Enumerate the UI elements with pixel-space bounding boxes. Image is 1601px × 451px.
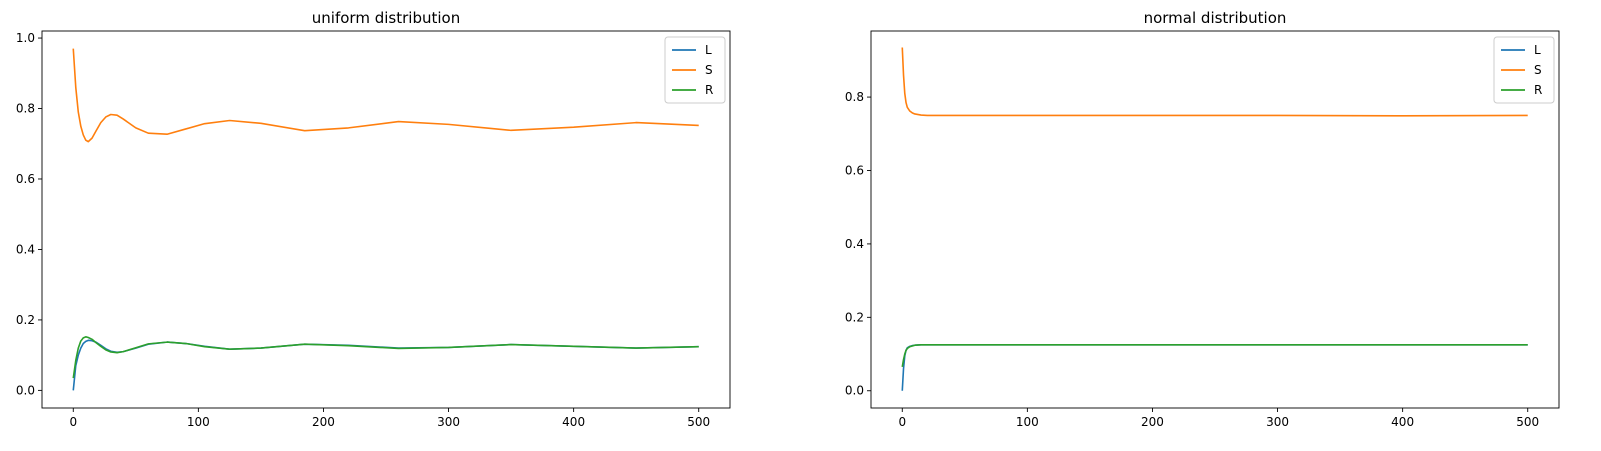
series-line-R [901,344,1528,368]
x-tick-label: 500 [1516,415,1539,429]
axes-frame [870,30,1560,409]
x-tick-label: 300 [437,415,460,429]
legend-label-R: R [1534,83,1542,97]
axes-frame [41,30,731,409]
y-tick-label: 0.6 [845,163,864,177]
chart-panel-1: uniform distribution 0 100 200 300 400 500 0.0 0… [16,9,731,429]
series-line-S [72,48,699,143]
y-tick-label: 0.8 [845,90,864,104]
legend-label-S: S [705,63,713,77]
x-tick-label: 0 [69,415,77,429]
series-line-L [901,344,1528,391]
x-tick-label: 500 [687,415,710,429]
chart-title: normal distribution [1144,9,1287,27]
x-tick-label: 400 [1391,415,1414,429]
legend-label-R: R [705,83,713,97]
y-tick-label: 0.4 [16,242,35,256]
x-tick-label: 100 [1016,415,1039,429]
x-tick-label: 300 [1266,415,1289,429]
legend-label-L: L [705,43,712,57]
y-tick-label: 0.4 [845,237,864,251]
x-tick-label: 200 [1141,415,1164,429]
y-tick-label: 0.0 [16,383,35,397]
y-tick-label: 0.2 [16,313,35,327]
y-tick-label: 0.2 [845,310,864,324]
y-tick-label: 0.8 [16,102,35,116]
series-line-S [901,47,1528,117]
legend: LSR [1493,36,1555,104]
y-tick-label: 0.0 [845,384,864,398]
x-tick-label: 400 [562,415,585,429]
chart-panel-2: normal distribution 0 100 200 300 400 500 0.0 0.… [845,9,1560,429]
x-tick-label: 100 [187,415,210,429]
legend-label-L: L [1534,43,1541,57]
legend-label-S: S [1534,63,1542,77]
y-tick-label: 1.0 [16,31,35,45]
legend: LSR [664,36,726,104]
x-tick-label: 200 [312,415,335,429]
series-line-R [72,336,699,379]
y-tick-label: 0.6 [16,172,35,186]
x-tick-label: 0 [898,415,906,429]
chart-title: uniform distribution [312,9,460,27]
